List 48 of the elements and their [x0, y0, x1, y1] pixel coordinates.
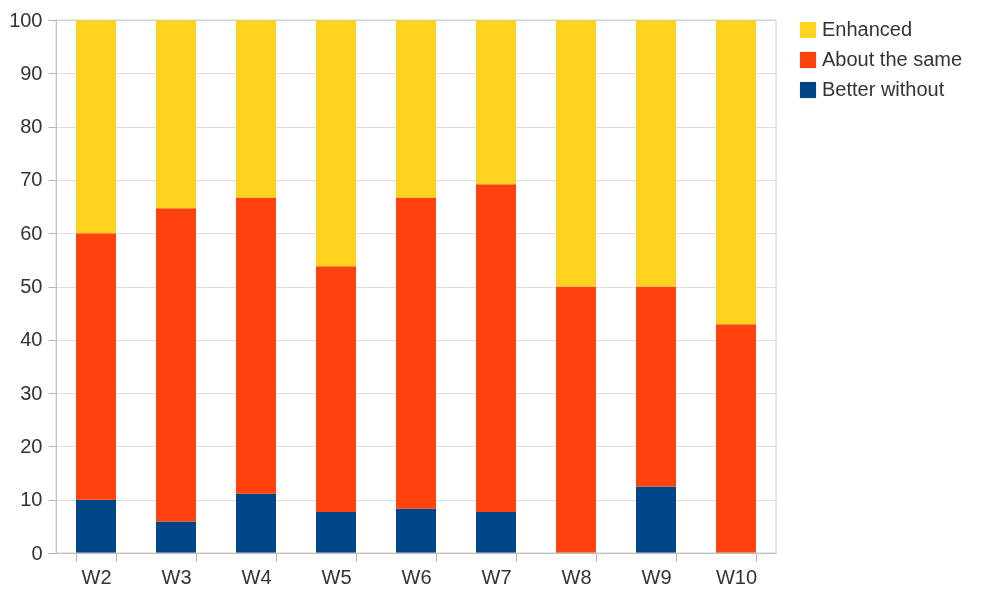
y-tick-label: 50	[20, 275, 43, 297]
legend-label: Enhanced	[822, 18, 913, 40]
x-tick-label: W3	[161, 565, 192, 588]
x-tick-label: W7	[481, 565, 512, 588]
bar	[236, 20, 276, 198]
x-tick-label: W2	[81, 565, 112, 588]
x-tick-label: W6	[401, 565, 432, 588]
bar	[476, 184, 516, 512]
bar	[396, 197, 436, 509]
bar	[316, 20, 356, 267]
bar	[396, 508, 436, 553]
y-tick-label: 10	[20, 488, 43, 511]
x-tick-label: W5	[321, 565, 352, 588]
bar	[396, 20, 436, 198]
bar	[556, 20, 596, 287]
bar	[636, 486, 676, 553]
bar	[476, 511, 516, 553]
y-tick-label: 80	[20, 115, 43, 138]
bar	[556, 286, 596, 553]
bar	[76, 233, 116, 500]
bar	[76, 20, 116, 234]
bar	[316, 266, 356, 512]
y-tick-label: 70	[20, 168, 43, 191]
y-tick-label: 100	[9, 8, 43, 31]
bar	[236, 197, 276, 494]
bar	[76, 499, 116, 553]
bar	[716, 20, 756, 325]
bar	[636, 286, 676, 487]
y-tick-label: 60	[20, 221, 43, 244]
legend-label: About the same	[822, 48, 963, 70]
y-tick-label: 30	[20, 381, 43, 404]
y-tick-label: 0	[31, 541, 43, 564]
y-tick-label: 90	[20, 61, 43, 84]
y-tick-label: 40	[20, 328, 43, 351]
bar	[156, 208, 196, 522]
x-tick-label: W10	[715, 565, 758, 588]
bar	[156, 521, 196, 553]
bar	[316, 511, 356, 553]
x-tick-label: W8	[561, 565, 592, 588]
y-tick-label: 20	[20, 434, 43, 457]
x-tick-label: W9	[641, 565, 672, 588]
legend-label: Better without	[822, 78, 945, 100]
bar	[636, 20, 676, 287]
bar	[476, 20, 516, 185]
bar	[156, 20, 196, 209]
x-tick-label: W4	[241, 565, 272, 588]
bar	[716, 324, 756, 553]
bar	[236, 493, 276, 553]
